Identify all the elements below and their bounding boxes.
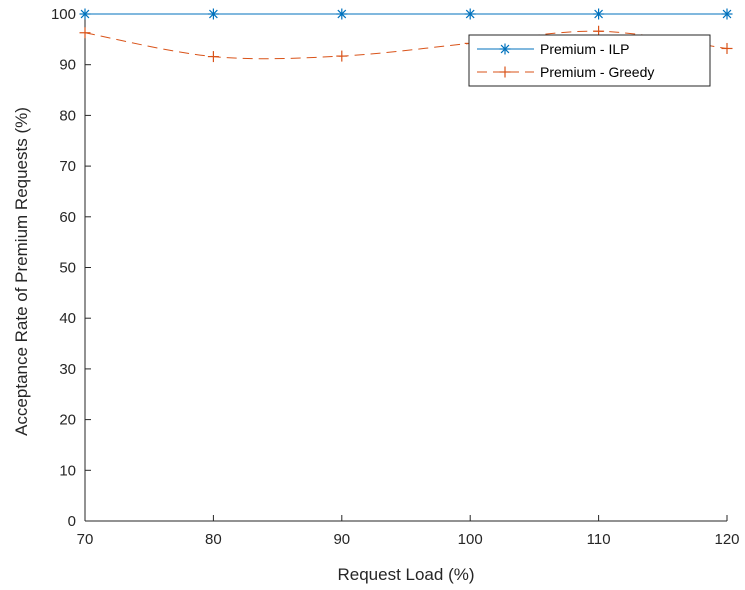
marker-stroke bbox=[465, 9, 475, 19]
y-tick-label: 0 bbox=[68, 513, 76, 530]
y-tick-label: 30 bbox=[59, 361, 76, 378]
y-tick-label: 40 bbox=[59, 310, 76, 327]
series-1 bbox=[79, 8, 733, 20]
x-tick-label: 80 bbox=[205, 531, 222, 548]
y-tick-label: 50 bbox=[59, 260, 76, 277]
marker-stroke bbox=[337, 9, 347, 19]
data-point bbox=[721, 8, 733, 20]
data-point bbox=[336, 8, 348, 20]
marker-stroke bbox=[594, 9, 603, 19]
legend: Premium - ILP Premium - Greedy bbox=[468, 34, 711, 87]
y-tick-label: 90 bbox=[59, 57, 76, 74]
legend-item-1: Premium - ILP bbox=[477, 41, 629, 57]
x-tick-label: 90 bbox=[333, 531, 350, 548]
legend-label: Premium - Greedy bbox=[540, 64, 654, 80]
data-point bbox=[593, 8, 605, 20]
x-tick-label: 120 bbox=[714, 531, 739, 548]
legend-box bbox=[468, 34, 711, 87]
data-point bbox=[79, 8, 91, 20]
data-point bbox=[464, 8, 476, 20]
y-tick-label: 10 bbox=[59, 462, 76, 479]
data-point bbox=[336, 50, 348, 62]
marker-stroke bbox=[209, 9, 218, 19]
marker-stroke bbox=[500, 44, 510, 54]
legend-marker bbox=[499, 43, 511, 55]
marker-stroke bbox=[722, 9, 732, 19]
x-tick-label: 110 bbox=[587, 531, 611, 548]
y-tick-label: 70 bbox=[59, 158, 76, 175]
legend-item-2: Premium - Greedy bbox=[477, 64, 654, 80]
x-tick-label: 70 bbox=[77, 531, 94, 548]
data-point bbox=[207, 51, 219, 63]
series-line bbox=[84, 30, 728, 60]
series-group bbox=[79, 8, 733, 63]
plot-area bbox=[85, 14, 727, 521]
data-point bbox=[721, 42, 733, 54]
axes: 70 80 90 100 110 120 0 10 20 30 40 50 60 70 80 90 100 bbox=[51, 6, 740, 548]
y-tick-label: 80 bbox=[59, 107, 76, 124]
data-point bbox=[207, 8, 219, 20]
legend-marker bbox=[499, 66, 511, 78]
y-tick-label: 100 bbox=[51, 6, 76, 23]
x-axis-title: Request Load (%) bbox=[337, 565, 474, 584]
legend-label: Premium - ILP bbox=[540, 41, 629, 57]
y-tick-label: 60 bbox=[59, 209, 76, 226]
x-tick-label: 100 bbox=[458, 531, 483, 548]
data-point bbox=[79, 27, 91, 39]
y-tick-label: 20 bbox=[59, 412, 76, 429]
marker-stroke bbox=[80, 9, 90, 19]
y-axis-title: Acceptance Rate of Premium Requests (%) bbox=[12, 107, 31, 436]
